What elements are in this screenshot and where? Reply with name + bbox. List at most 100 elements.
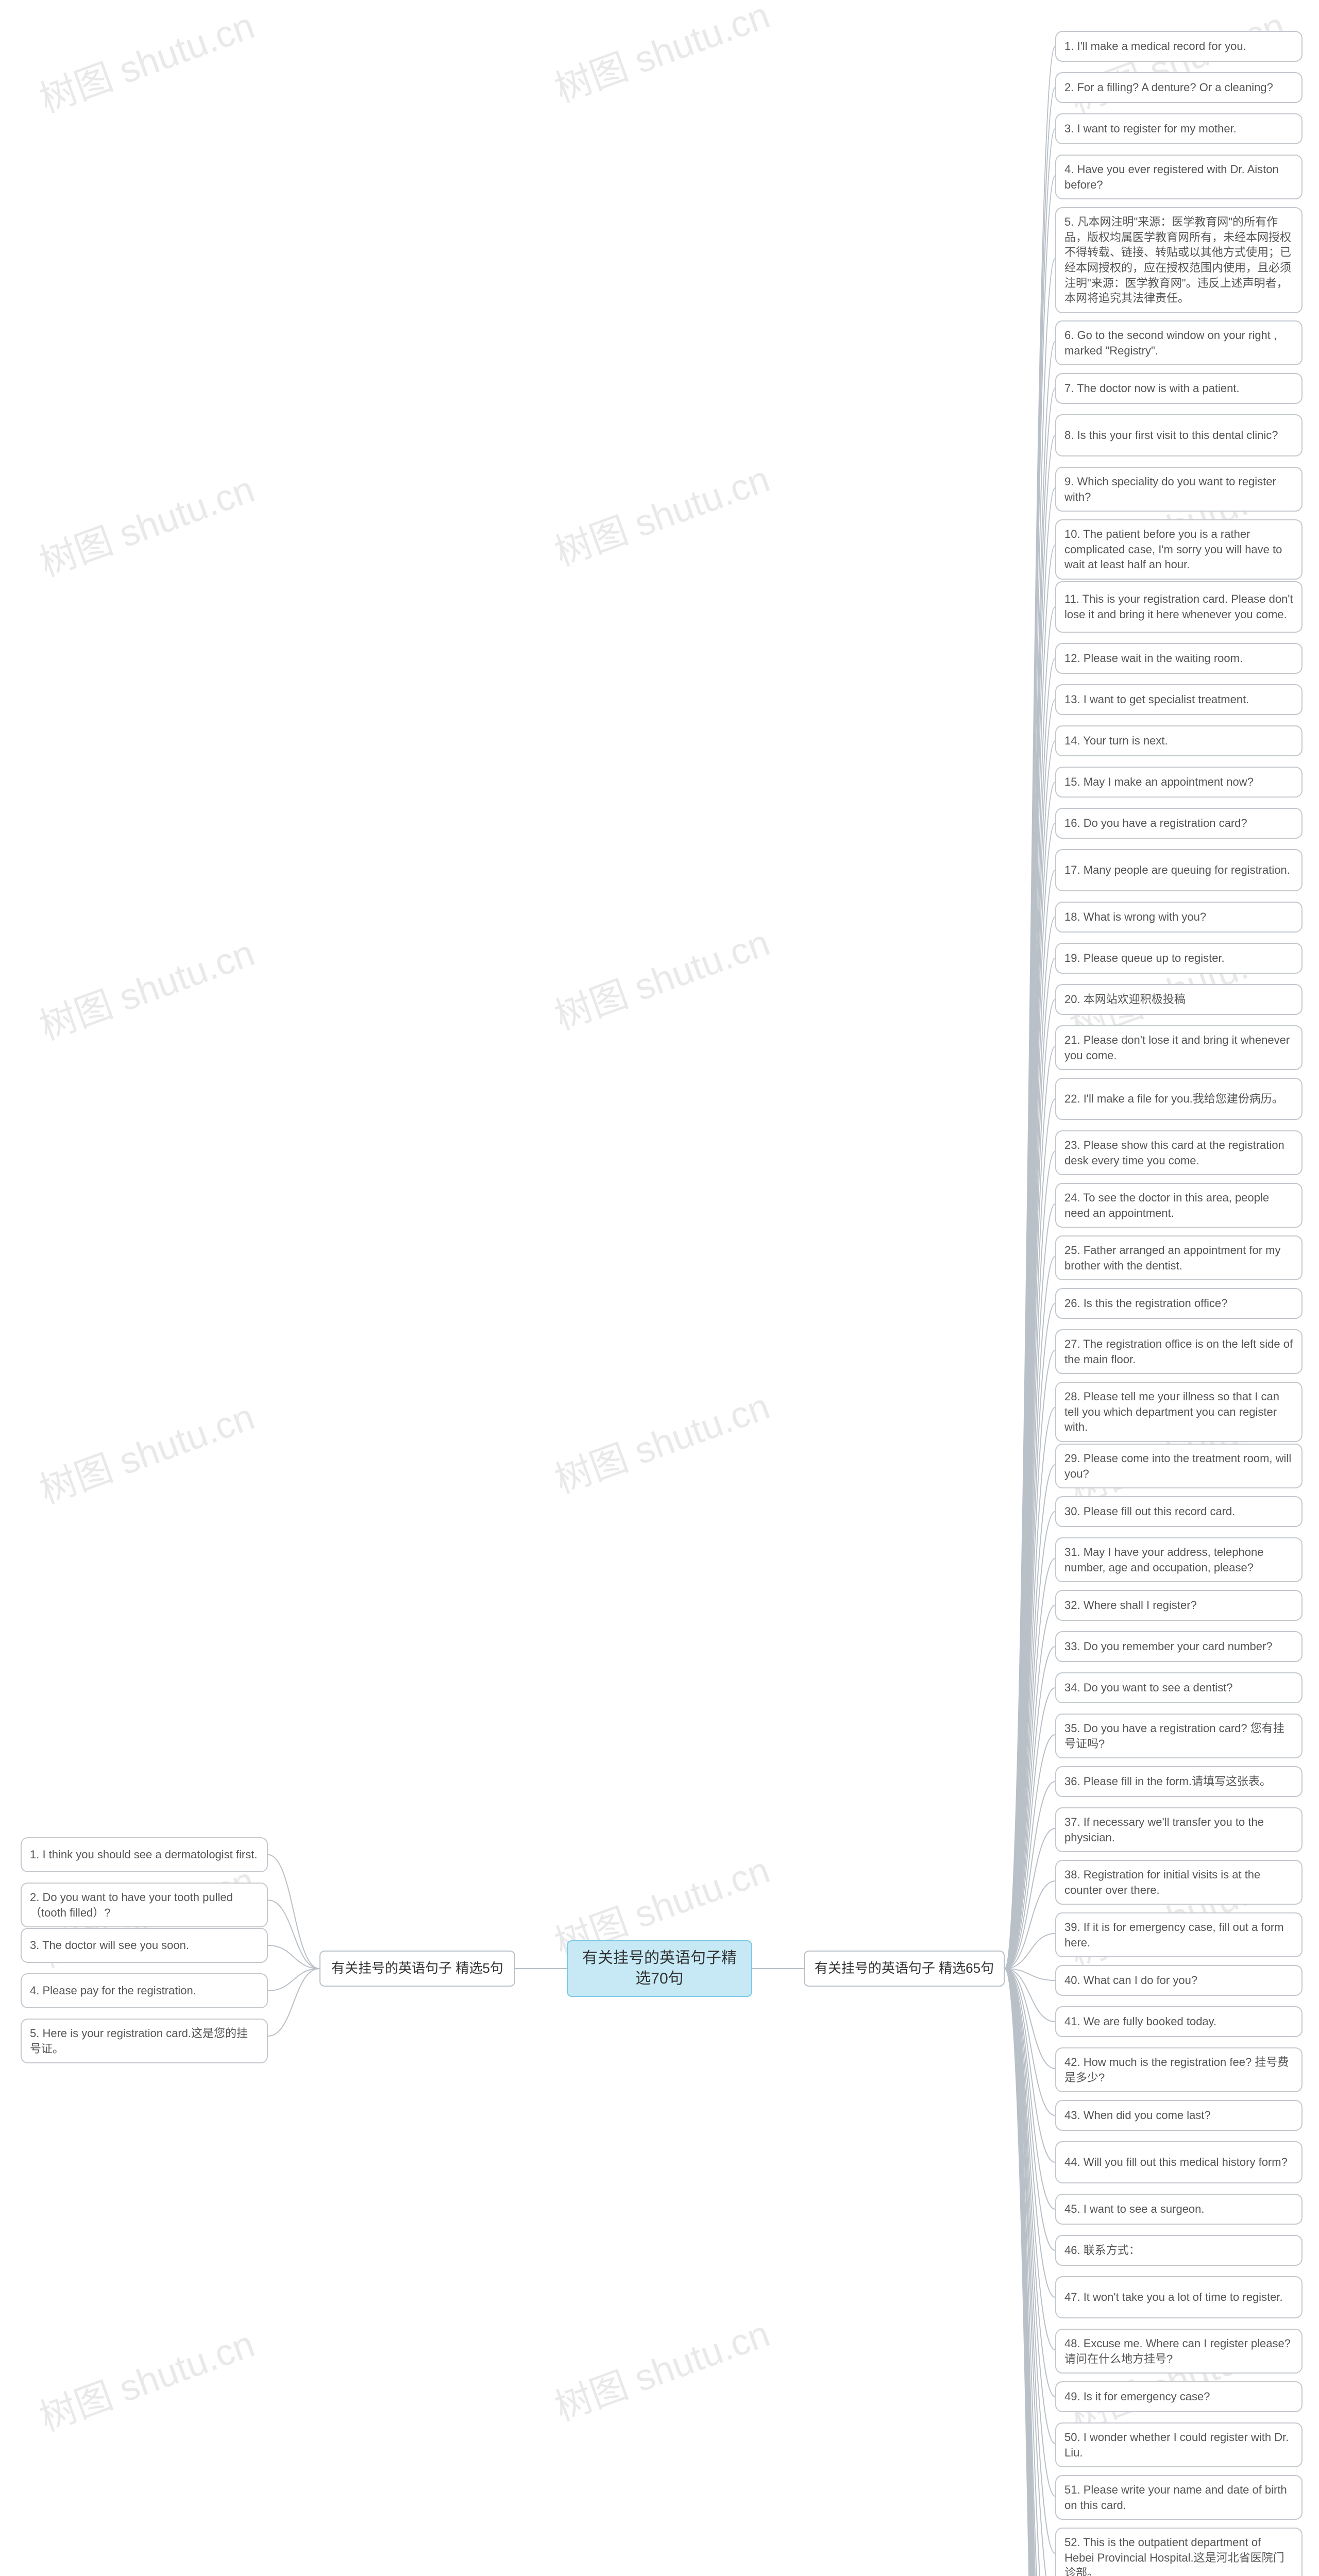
watermark-text: 树图 shutu.cn (546, 912, 776, 1040)
root-node: 有关挂号的英语句子精选70句 (567, 1940, 752, 1997)
connector (1005, 1465, 1055, 1969)
leaf-text: 1. I'll make a medical record for you. (1064, 39, 1246, 54)
leaf-node: 5. Here is your registration card.这是您的挂号… (21, 2019, 268, 2063)
leaf-node: 16. Do you have a registration card? (1055, 808, 1303, 839)
connector (1005, 1969, 1055, 2576)
leaf-node: 36. Please fill in the form.请填写这张表。 (1055, 1766, 1303, 1797)
watermark-text: 树图 shutu.cn (546, 449, 776, 577)
leaf-text: 8. Is this your first visit to this dent… (1064, 428, 1278, 443)
connector (1005, 1934, 1055, 1969)
connector (1005, 1969, 1055, 2576)
connector (1005, 700, 1055, 1969)
leaf-text: 3. The doctor will see you soon. (30, 1938, 189, 1953)
leaf-node: 49. Is it for emergency case? (1055, 2381, 1303, 2412)
leaf-text: 49. Is it for emergency case? (1064, 2389, 1210, 2404)
connector (268, 1969, 319, 2036)
leaf-node: 51. Please write your name and date of b… (1055, 2475, 1303, 2520)
leaf-text: 50. I wonder whether I could register wi… (1064, 2430, 1293, 2460)
leaf-node: 17. Many people are queuing for registra… (1055, 849, 1303, 891)
leaf-text: 35. Do you have a registration card? 您有挂… (1064, 1721, 1293, 1751)
leaf-node: 50. I wonder whether I could register wi… (1055, 2422, 1303, 2467)
leaf-text: 31. May I have your address, telephone n… (1064, 1545, 1293, 1575)
connector (1005, 545, 1055, 1969)
connector (1005, 1969, 1055, 2069)
leaf-text: 51. Please write your name and date of b… (1064, 2482, 1293, 2513)
connector (1005, 129, 1055, 1969)
leaf-node: 35. Do you have a registration card? 您有挂… (1055, 1714, 1303, 1758)
connector (1005, 1969, 1055, 2576)
leaf-text: 36. Please fill in the form.请填写这张表。 (1064, 1774, 1271, 1789)
connector (1005, 1350, 1055, 1969)
connector (1005, 1969, 1055, 2022)
connector (1005, 741, 1055, 1969)
connector (1005, 388, 1055, 1969)
connector (1005, 658, 1055, 1969)
mindmap-canvas: 树图 shutu.cn 树图 shutu.cn 树图 shutu.cn 树图 shut… (0, 0, 1319, 2576)
connector (1005, 176, 1055, 1969)
connector (1005, 46, 1055, 1969)
leaf-text: 4. Please pay for the registration. (30, 1983, 196, 1998)
connector (1005, 1969, 1055, 2576)
leaf-node: 27. The registration office is on the le… (1055, 1329, 1303, 1374)
connector (1005, 1969, 1055, 2576)
watermark-text: 树图 shutu.cn (31, 2314, 261, 2442)
leaf-node: 3. I want to register for my mother. (1055, 113, 1303, 144)
leaf-text: 34. Do you want to see a dentist? (1064, 1680, 1233, 1696)
leaf-text: 27. The registration office is on the le… (1064, 1336, 1293, 1367)
connector (1005, 1204, 1055, 1969)
leaf-node: 21. Please don't lose it and bring it wh… (1055, 1025, 1303, 1070)
watermark-text: 树图 shutu.cn (31, 1386, 261, 1514)
leaf-text: 37. If necessary we'll transfer you to t… (1064, 1815, 1293, 1845)
leaf-text: 15. May I make an appointment now? (1064, 774, 1254, 790)
leaf-text: 17. Many people are queuing for registra… (1064, 862, 1290, 878)
leaf-text: 26. Is this the registration office? (1064, 1296, 1227, 1311)
leaf-node: 19. Please queue up to register. (1055, 943, 1303, 974)
leaf-node: 10. The patient before you is a rather c… (1055, 519, 1303, 580)
leaf-node: 52. This is the outpatient department of… (1055, 2528, 1303, 2576)
connector (1005, 1969, 1055, 2115)
leaf-text: 10. The patient before you is a rather c… (1064, 527, 1293, 572)
leaf-node: 18. What is wrong with you? (1055, 902, 1303, 933)
connector (1005, 958, 1055, 1969)
leaf-text: 18. What is wrong with you? (1064, 909, 1206, 925)
leaf-node: 22. I'll make a file for you.我给您建份病历。 (1055, 1078, 1303, 1120)
leaf-text: 45. I want to see a surgeon. (1064, 2201, 1205, 2217)
leaf-text: 29. Please come into the treatment room,… (1064, 1451, 1293, 1481)
leaf-text: 23. Please show this card at the registr… (1064, 1138, 1293, 1168)
leaf-node: 23. Please show this card at the registr… (1055, 1130, 1303, 1175)
leaf-text: 6. Go to the second window on your right… (1064, 328, 1293, 358)
leaf-node: 2. For a filling? A denture? Or a cleani… (1055, 72, 1303, 103)
leaf-node: 1. I'll make a medical record for you. (1055, 31, 1303, 62)
leaf-node: 42. How much is the registration fee? 挂号… (1055, 2047, 1303, 2092)
leaf-node: 30. Please fill out this record card. (1055, 1496, 1303, 1527)
connector (1005, 1969, 1055, 2553)
leaf-node: 44. Will you fill out this medical histo… (1055, 2141, 1303, 2183)
connector (1005, 1046, 1055, 1969)
leaf-node: 5. 凡本网注明"来源：医学教育网"的所有作品，版权均属医学教育网所有，未经本网… (1055, 207, 1303, 313)
leaf-node: 7. The doctor now is with a patient. (1055, 373, 1303, 404)
connector (1005, 435, 1055, 1969)
leaf-text: 5. 凡本网注明"来源：医学教育网"的所有作品，版权均属医学教育网所有，未经本网… (1064, 214, 1293, 306)
group-left-node: 有关挂号的英语句子 精选5句 (319, 1951, 515, 1987)
connector (1005, 1735, 1055, 1969)
watermark-text: 树图 shutu.cn (31, 0, 261, 123)
leaf-text: 4. Have you ever registered with Dr. Ais… (1064, 162, 1293, 192)
connector (1005, 1303, 1055, 1969)
connector (1005, 782, 1055, 1969)
leaf-text: 2. For a filling? A denture? Or a cleani… (1064, 80, 1273, 95)
leaf-text: 43. When did you come last? (1064, 2108, 1211, 2123)
leaf-text: 9. Which speciality do you want to regis… (1064, 474, 1293, 504)
connector (1005, 1969, 1055, 2397)
leaf-text: 14. Your turn is next. (1064, 733, 1168, 749)
leaf-node: 20. 本网站欢迎积极投稿 (1055, 984, 1303, 1015)
leaf-text: 39. If it is for emergency case, fill ou… (1064, 1920, 1293, 1950)
connector (1005, 870, 1055, 1969)
leaf-node: 6. Go to the second window on your right… (1055, 320, 1303, 365)
watermark-text: 树图 shutu.cn (546, 1376, 776, 1504)
leaf-text: 52. This is the outpatient department of… (1064, 2535, 1293, 2576)
connector (268, 1945, 319, 1969)
leaf-node: 4. Please pay for the registration. (21, 1973, 268, 2008)
connector (1005, 1969, 1055, 2209)
connector (1005, 1969, 1055, 2496)
leaf-node: 9. Which speciality do you want to regis… (1055, 467, 1303, 512)
